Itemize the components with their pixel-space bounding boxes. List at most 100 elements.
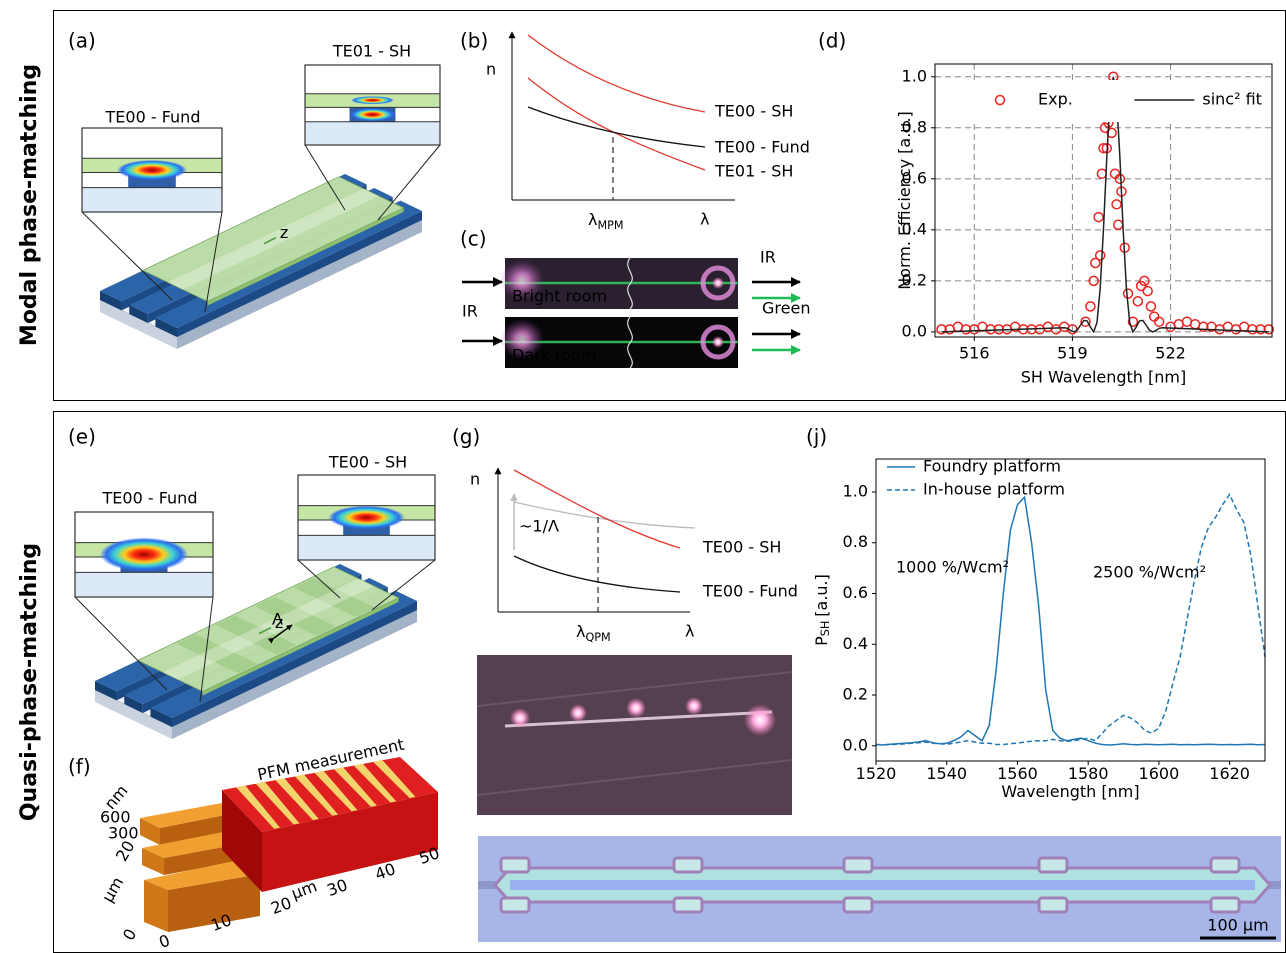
- pad: [844, 898, 872, 912]
- inset-cladding: [298, 475, 435, 506]
- pad: [1039, 858, 1067, 872]
- figure: Modal phase-matching Quasi-phase-matching…: [0, 0, 1286, 953]
- photo-label: Dark room: [512, 346, 596, 365]
- curve-label: TE00 - SH: [714, 102, 793, 121]
- axis-tick-label: 0: [119, 925, 141, 943]
- pad: [674, 858, 702, 872]
- y-tick-label: 0.0: [843, 735, 868, 754]
- pad: [501, 898, 529, 912]
- inset-title: TE00 - SH: [328, 453, 407, 472]
- pad: [1211, 898, 1239, 912]
- panel-label: (c): [460, 227, 487, 251]
- y-tick-label: 1.0: [843, 481, 868, 500]
- marker-label-main: λ: [588, 210, 597, 229]
- axis-unit: μm: [98, 874, 127, 906]
- annotation: 2500 %/Wcm²: [1093, 563, 1206, 582]
- mode-profile: [100, 538, 188, 572]
- y-axis-label: Norm. Efficiency [a.u.]: [895, 111, 914, 290]
- row-label: Modal phase-matching: [17, 64, 42, 346]
- axis-label: z: [280, 223, 288, 242]
- panel-label: (d): [818, 29, 846, 53]
- light-spot: [685, 697, 703, 715]
- panel-label: (a): [68, 29, 96, 53]
- y-axis-label-main: P: [812, 636, 831, 646]
- y-tick-label: 0.6: [843, 583, 868, 602]
- y-tick-label: 0.2: [843, 685, 868, 704]
- x-tick-label: 1580: [1068, 764, 1109, 783]
- marker-label-sub: QPM: [585, 631, 610, 644]
- inset-substrate: [75, 572, 213, 597]
- pad: [674, 898, 702, 912]
- axis-label: n: [470, 470, 480, 489]
- y-axis-label-unit: [a.u.]: [812, 574, 831, 617]
- x-axis-label: Wavelength [nm]: [1001, 782, 1139, 801]
- light-spot: [569, 704, 587, 722]
- marker-label-sub: MPM: [597, 219, 623, 232]
- light-spot: [744, 704, 776, 736]
- y-tick-label: 0.4: [843, 634, 868, 653]
- light-spot: [510, 708, 530, 728]
- curve-label: TE00 - SH: [702, 538, 781, 557]
- panel-label: (e): [68, 425, 96, 449]
- mode-profile: [117, 160, 187, 180]
- period-label: ~1/Λ: [519, 517, 559, 536]
- legend-label: Foundry platform: [923, 457, 1061, 476]
- axis-tick-label: 30: [324, 875, 350, 900]
- inset-substrate: [82, 188, 222, 212]
- pad: [844, 858, 872, 872]
- axis-label: n: [486, 60, 496, 79]
- inset-cladding: [305, 65, 440, 94]
- marker-label: λMPM: [588, 210, 624, 233]
- index-curve: [528, 78, 705, 170]
- axis-tick-label: 20: [268, 893, 294, 918]
- marker-label-main: λ: [576, 622, 585, 641]
- panel-label: (g): [452, 425, 480, 449]
- row-label: Quasi-phase-matching: [17, 543, 42, 821]
- marker-label: λQPM: [576, 622, 611, 645]
- pad: [1211, 858, 1239, 872]
- panel-label: (b): [460, 29, 488, 53]
- light-spot: [626, 698, 646, 718]
- x-tick-label: 1600: [1139, 764, 1180, 783]
- index-curve: [528, 35, 705, 112]
- mode-profile: [351, 96, 394, 104]
- axis-tick-label: 0: [156, 931, 172, 952]
- curve-label: TE00 - Fund: [714, 138, 810, 157]
- legend-label: In-house platform: [923, 480, 1065, 499]
- output-label: Green: [762, 299, 810, 318]
- page: { "row_labels": ["Modal phase-matching",…: [0, 0, 1286, 953]
- axis-label: λ: [700, 210, 709, 229]
- panel-label: (f): [68, 755, 91, 779]
- panel-label: (j): [806, 425, 827, 449]
- index-curve: [514, 556, 680, 592]
- output-label: IR: [760, 248, 776, 267]
- plot-area: [876, 459, 1265, 761]
- annotation: 1000 %/Wcm²: [896, 558, 1009, 577]
- y-tick-label: 1.0: [902, 66, 927, 85]
- output-spot: [712, 336, 724, 348]
- axis-label: λ: [685, 622, 694, 641]
- curve-label: TE01 - SH: [714, 162, 793, 181]
- inset-title: TE00 - Fund: [105, 108, 201, 127]
- y-axis-label-main: Norm. Efficiency [a.u.]: [895, 111, 914, 290]
- y-tick-label: 0.8: [843, 532, 868, 551]
- output-spot: [712, 277, 724, 289]
- inset-title: TE00 - Fund: [102, 489, 198, 508]
- inset-cladding: [82, 128, 222, 158]
- x-tick-label: 1540: [926, 764, 967, 783]
- x-tick-label: 1560: [997, 764, 1038, 783]
- inset-substrate: [298, 535, 435, 560]
- y-tick-label: 0.0: [902, 321, 927, 340]
- x-tick-label: 522: [1155, 343, 1186, 362]
- index-curve: [528, 107, 705, 147]
- photo: [477, 655, 792, 815]
- y-axis-label: PSH[a.u.]: [812, 574, 833, 646]
- x-tick-label: 519: [1057, 343, 1088, 362]
- legend-label: sinc² fit: [1202, 90, 1262, 109]
- x-tick-label: 516: [959, 343, 990, 362]
- input-label: IR: [462, 302, 478, 321]
- mode-profile: [350, 108, 396, 121]
- inset-title: TE01 - SH: [332, 42, 411, 61]
- legend-label: Exp.: [1038, 90, 1073, 109]
- x-axis-label: SH Wavelength [nm]: [1021, 367, 1186, 386]
